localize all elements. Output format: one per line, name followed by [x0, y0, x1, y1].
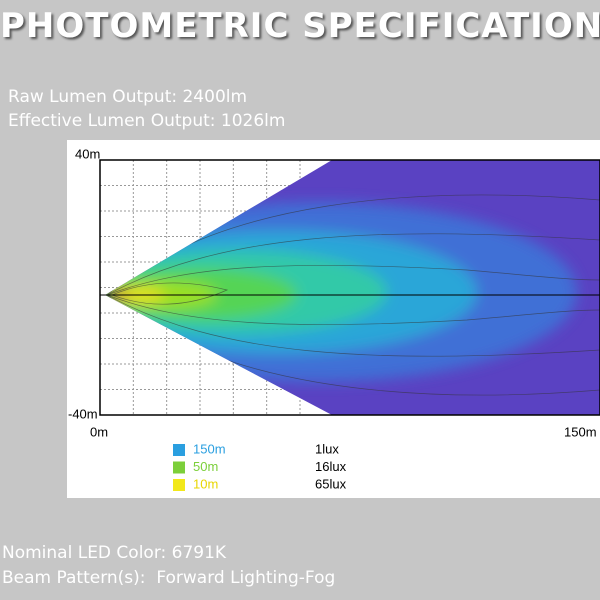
- legend-illuminance: 1lux: [315, 441, 339, 456]
- legend-swatch: [173, 479, 185, 491]
- legend: 150m 1lux 50m 16lux 10m 65lux: [173, 441, 347, 491]
- legend-swatch: [173, 444, 185, 456]
- legend-illuminance: 16lux: [315, 459, 347, 474]
- axis-label: 0m: [90, 424, 108, 439]
- title: PHOTOMETRIC SPECIFICATIONS: [0, 6, 600, 46]
- axis-label: -40m: [68, 406, 98, 421]
- footer-line: Nominal LED Color: 6791K: [2, 543, 227, 563]
- beam-figure: 40m -40m 0m 150m 150m 1lux 50m 16lux 10m 65lu…: [67, 140, 600, 498]
- legend-distance: 50m: [193, 459, 218, 474]
- legend-distance: 150m: [193, 441, 226, 456]
- footer-line: Beam Pattern(s): Forward Lighting-Fog: [2, 568, 336, 588]
- legend-illuminance: 65lux: [315, 476, 347, 491]
- spec: Effective Lumen Output: 1026lm: [8, 111, 286, 131]
- axis-label: 150m: [564, 424, 597, 439]
- legend-swatch: [173, 461, 185, 474]
- legend-distance: 10m: [193, 476, 218, 491]
- spec: Raw Lumen Output: 2400lm: [8, 87, 248, 107]
- axis-label: 40m: [75, 146, 100, 161]
